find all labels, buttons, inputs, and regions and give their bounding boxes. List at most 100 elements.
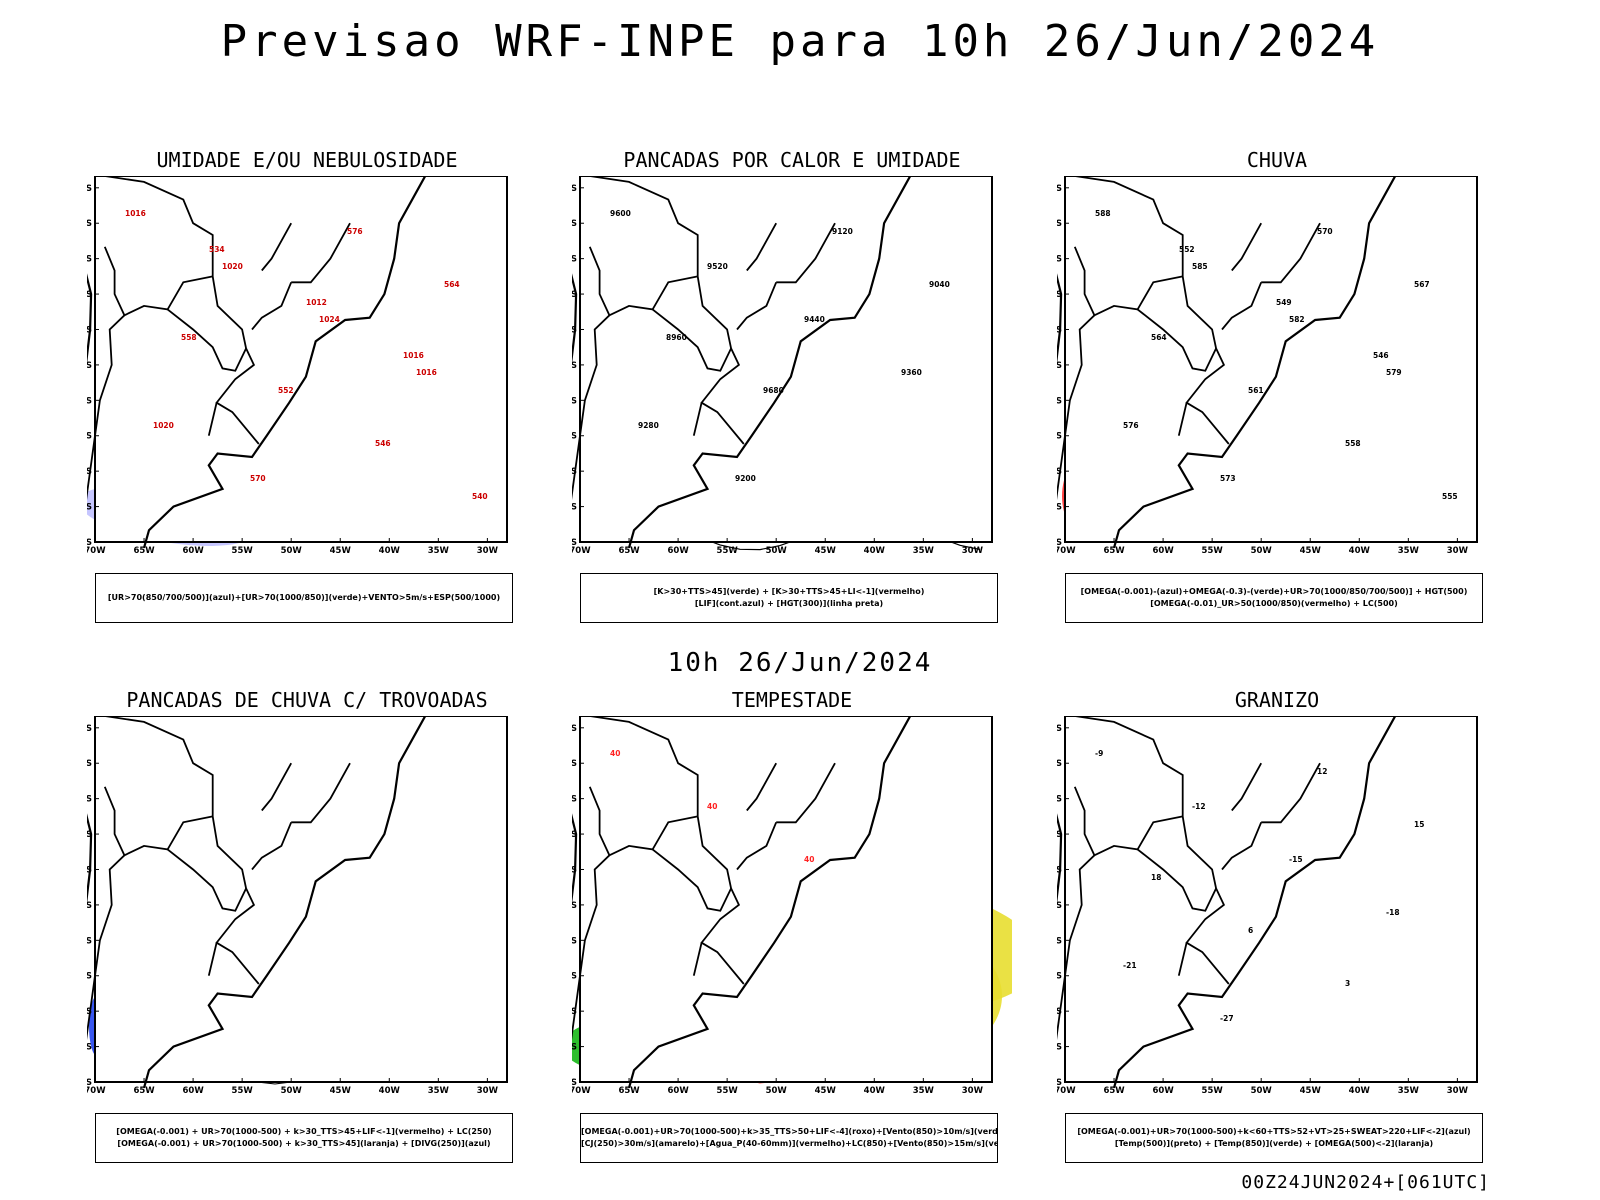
- country-border: [572, 854, 611, 1041]
- lon-tick-label: 70W: [87, 1086, 106, 1096]
- lon-tick-label: 65W: [133, 1086, 155, 1096]
- contour-label: 40: [707, 802, 717, 811]
- pacific-coastline: [87, 813, 93, 905]
- map-frame: [579, 176, 993, 543]
- country-border: [588, 786, 698, 857]
- lon-tick-label: 50W: [1251, 1086, 1273, 1096]
- lat-tick-label: 39S: [87, 503, 92, 513]
- legend-line: [OMEGA(-0.001)+UR>70(1000-500)+k<60+TTS>…: [1077, 1127, 1471, 1136]
- lat-tick-label: 12S: [87, 724, 92, 734]
- lon-tick-label: 45W: [1300, 1086, 1322, 1096]
- lat-tick-label: 27S: [572, 901, 577, 911]
- pacific-coastline: [572, 813, 578, 905]
- lon-tick-label: 65W: [618, 546, 640, 556]
- legend-line: [OMEGA(-0.001) + UR>70(1000-500) + k>30_…: [117, 1139, 491, 1148]
- contour-label: 576: [1123, 421, 1139, 430]
- lat-tick-label: 39S: [1057, 503, 1062, 513]
- lat-tick-label: 12S: [87, 184, 92, 194]
- map-frame: [1064, 716, 1478, 1083]
- contour-label: -15: [1289, 855, 1303, 864]
- lat-tick-label: 15S: [572, 219, 577, 229]
- contour-label: 558: [1345, 439, 1361, 448]
- lat-tick-label: 33S: [572, 972, 577, 982]
- contour-label: 1016: [416, 368, 437, 377]
- panel-trovoadas: PANCADAS DE CHUVA C/ TROVOADAS 12S 15S 18S…: [87, 688, 527, 1168]
- contour-label: 1012: [306, 298, 327, 307]
- contour-label: 9680: [763, 386, 784, 395]
- lon-tick-label: 50W: [766, 546, 788, 556]
- contour-label: 549: [1276, 298, 1292, 307]
- lon-tick-label: 50W: [1251, 546, 1273, 556]
- legend-box: [OMEGA(-0.001)-(azul)+OMEGA(-0.3)-(verde…: [1065, 573, 1483, 623]
- contour-label: 552: [1179, 245, 1195, 254]
- lat-tick-label: 21S: [1057, 830, 1062, 840]
- panel-title: GRANIZO: [1234, 688, 1320, 712]
- country-border: [261, 222, 292, 272]
- lat-tick-label: 15S: [87, 759, 92, 769]
- lat-tick-label: 15S: [1057, 759, 1062, 769]
- contour-label: 9440: [804, 315, 825, 324]
- lat-tick-label: 24S: [1057, 325, 1062, 335]
- country-border: [167, 848, 247, 912]
- legend-box: [OMEGA(-0.001) + UR>70(1000-500) + k>30_…: [95, 1113, 513, 1163]
- contour-label: -12: [1192, 802, 1206, 811]
- forecast-map: 12S 15S 18S 21S 24S 27S 30S 33S 36S 39S 42S70W 65W 6…: [572, 716, 1012, 1096]
- lat-tick-label: 42S: [1057, 538, 1062, 548]
- lat-tick-label: 39S: [572, 1043, 577, 1053]
- country-border: [776, 222, 836, 284]
- contour-label: 9200: [735, 474, 756, 483]
- country-border: [1261, 222, 1321, 284]
- country-border: [652, 848, 732, 912]
- legend-line: [OMEGA(-0.01)_UR>50(1000/850)(vermelho) …: [1150, 599, 1398, 608]
- contour-label: 3: [1345, 979, 1350, 988]
- legend-line: [OMEGA(-0.001) + UR>70(1000-500) + k>30_…: [116, 1127, 492, 1136]
- lat-tick-label: 12S: [1057, 724, 1062, 734]
- country-border: [261, 762, 292, 812]
- panel-pancadas-calor: PANCADAS POR CALOR E UMIDADE 12S 15S 18S 21…: [572, 148, 1012, 628]
- lat-tick-label: 30S: [87, 936, 92, 946]
- lat-tick-label: 27S: [572, 361, 577, 371]
- legend-box: [OMEGA(-0.001)+UR>70(1000-500)+k>35_TTS>…: [580, 1113, 998, 1163]
- country-border: [167, 308, 247, 372]
- lon-tick-label: 45W: [330, 1086, 352, 1096]
- lat-tick-label: 21S: [572, 290, 577, 300]
- lat-tick-label: 27S: [1057, 901, 1062, 911]
- legend-line: [K>30+TTS>45](verde) + [K>30+TTS>45+LI<-…: [653, 587, 925, 596]
- lat-tick-label: 24S: [87, 865, 92, 875]
- country-border: [1057, 314, 1096, 501]
- lat-tick-label: 30S: [572, 936, 577, 946]
- legend-line: [Temp(500)](preto) + [Temp(850)](verde) …: [1114, 1139, 1434, 1148]
- lon-tick-label: 55W: [717, 1086, 739, 1096]
- map-frame: [94, 176, 508, 543]
- country-border: [1074, 716, 1230, 985]
- lon-tick-label: 65W: [1103, 546, 1125, 556]
- map-frame: [1064, 176, 1478, 543]
- lat-tick-label: 27S: [1057, 361, 1062, 371]
- lat-tick-label: 36S: [87, 467, 92, 477]
- lat-tick-label: 36S: [1057, 467, 1062, 477]
- country-border: [1057, 854, 1096, 1041]
- model-run-id: 00Z24JUN2024+[061UTC]: [1241, 1172, 1490, 1193]
- country-border: [736, 821, 778, 871]
- country-border: [104, 176, 260, 445]
- contour-label: 534: [209, 245, 225, 254]
- lat-tick-label: 42S: [572, 1078, 577, 1088]
- panel-title: PANCADAS DE CHUVA C/ TROVOADAS: [126, 688, 488, 712]
- lat-tick-label: 21S: [1057, 290, 1062, 300]
- lat-tick-label: 18S: [1057, 255, 1062, 265]
- contour-label: 576: [347, 227, 363, 236]
- lat-tick-label: 36S: [1057, 1007, 1062, 1017]
- forecast-date-label: 10h 26/Jun/2024: [667, 648, 933, 678]
- country-border: [746, 222, 777, 272]
- contour-label: 558: [181, 333, 197, 342]
- lat-tick-label: 33S: [87, 972, 92, 982]
- contour-label: 570: [250, 474, 266, 483]
- country-border: [736, 281, 778, 331]
- lon-tick-label: 55W: [1202, 1086, 1224, 1096]
- lat-tick-label: 18S: [87, 795, 92, 805]
- lon-tick-label: 70W: [572, 1086, 591, 1096]
- contour-label: 561: [1248, 386, 1264, 395]
- contour-label: 552: [278, 386, 294, 395]
- lon-tick-label: 30W: [1447, 546, 1469, 556]
- panel-chuva: CHUVA 12S 15S 18S 21S 24S 27S 30S 33S 36S 39S 42S7…: [1057, 148, 1497, 628]
